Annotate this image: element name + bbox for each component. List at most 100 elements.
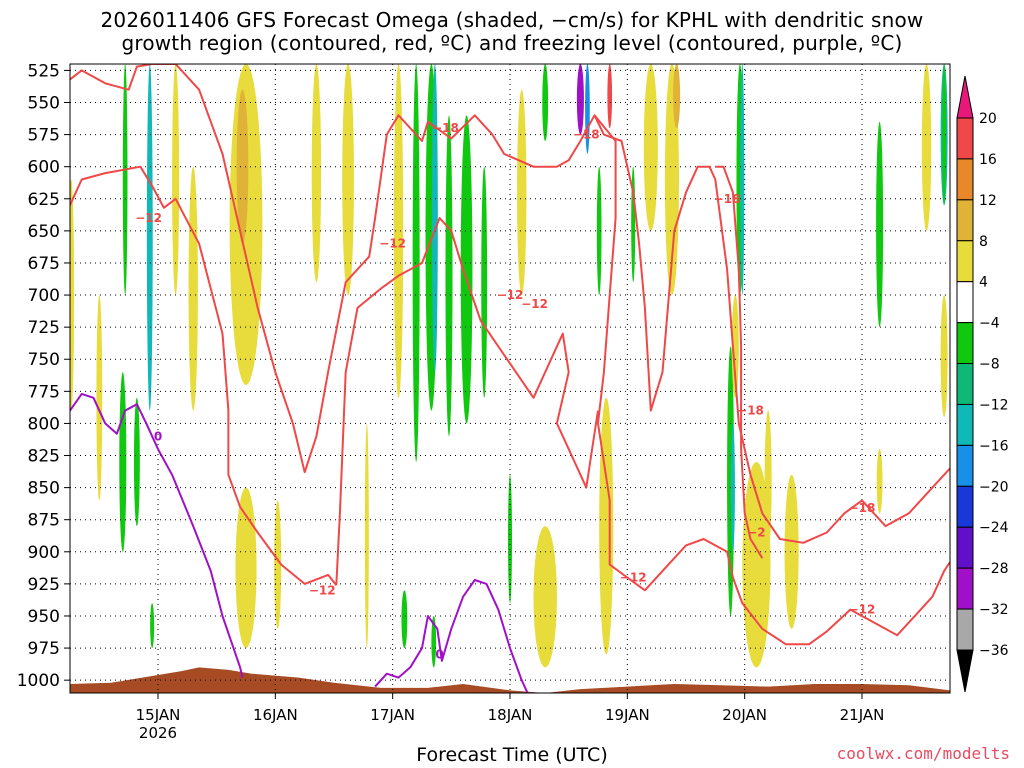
x-tick-label-18: 18JAN <box>488 706 533 724</box>
omega-shade-41 <box>740 64 745 296</box>
contour-label-6: −12 <box>849 603 876 617</box>
omega-shade-21 <box>460 115 473 424</box>
x-axis-title: Forecast Time (UTC) <box>416 744 608 766</box>
contour-label-13: 0 <box>154 429 162 443</box>
contour-line-5 <box>70 392 244 678</box>
colorbar-bin-7 <box>956 403 974 446</box>
colorbar-bin-6 <box>956 363 974 405</box>
omega-shade-46 <box>876 121 884 328</box>
colorbar-label-6: −8 <box>979 357 1000 373</box>
omega-shade-29 <box>576 64 584 135</box>
colorbar-label-5: −4 <box>979 316 1000 332</box>
contour-label-14: 0 <box>435 647 443 661</box>
x-tick-label-15: 15JAN <box>136 706 181 724</box>
colorbar-bin-0 <box>956 117 974 160</box>
colorbar-bin-8 <box>956 444 974 487</box>
colorbar-label-0: 20 <box>979 111 997 127</box>
plot-area: −12−12−12−12−12−12−12−18 −18−18−18−18−200 <box>70 64 950 693</box>
omega-shade-13 <box>311 64 322 283</box>
terrain-fill <box>70 667 950 693</box>
omega-shade-20 <box>445 115 453 437</box>
colorbar-label-10: −24 <box>979 520 1009 536</box>
y-tick-label-575: 575 <box>28 126 60 146</box>
y-tick-label-950: 950 <box>28 607 60 627</box>
y-tick-label-975: 975 <box>28 639 60 659</box>
omega-shade-3 <box>122 64 128 296</box>
omega-shade-0 <box>70 179 75 411</box>
colorbar-bin-5 <box>956 322 974 365</box>
x-tick-label-19: 19JAN <box>605 706 650 724</box>
y-tick-label-625: 625 <box>28 190 60 210</box>
y-tick-label-775: 775 <box>28 382 60 402</box>
omega-shade-8 <box>188 166 198 411</box>
x-tick-label-16: 16JAN <box>253 706 298 724</box>
contour-label-1: −12 <box>309 583 336 597</box>
omega-shade-25 <box>508 474 512 604</box>
omega-shade-4 <box>133 397 140 527</box>
colorbar-label-13: −36 <box>979 643 1009 659</box>
colorbar-bottom-arrow <box>956 649 974 693</box>
omega-shade-37 <box>673 64 681 129</box>
omega-shade-10 <box>236 89 249 244</box>
y-tick-label-600: 600 <box>28 158 60 178</box>
omega-shade-17 <box>412 64 420 462</box>
chart-title-line-1: 2026011406 GFS Forecast Omega (shaded, −… <box>100 8 924 32</box>
colorbar-label-4: 4 <box>979 275 988 291</box>
colorbar-label-9: −20 <box>979 479 1009 495</box>
y-tick-label-650: 650 <box>28 222 60 242</box>
y-tick-label-800: 800 <box>28 414 60 434</box>
omega-shade-2 <box>119 372 127 552</box>
colorbar-label-3: 8 <box>979 234 988 250</box>
omega-shade-47 <box>876 449 883 514</box>
chart-title-line-2: growth region (contoured, red, ºC) and f… <box>121 31 903 55</box>
omega-shade-28 <box>533 526 557 668</box>
colorbar-label-1: 16 <box>979 152 997 168</box>
y-tick-label-700: 700 <box>28 286 60 306</box>
y-tick-label-850: 850 <box>28 479 60 499</box>
contour-label-5: −12 <box>620 570 647 584</box>
omega-shade-12 <box>274 500 282 629</box>
contour-label-10: −18 <box>737 404 764 418</box>
y-tick-label-875: 875 <box>28 511 60 531</box>
omega-shade-50 <box>942 64 947 206</box>
colorbar-label-11: −28 <box>979 561 1009 577</box>
contour-label-0: −12 <box>135 211 162 225</box>
colorbar-bin-1 <box>956 158 974 201</box>
colorbar-bin-4 <box>956 281 974 324</box>
y-tick-label-750: 750 <box>28 350 60 370</box>
omega-shade-16 <box>393 64 404 398</box>
y-tick-label-525: 525 <box>28 61 60 81</box>
contour-label-7: −18 <box>432 121 459 135</box>
x-tick-label-17: 17JAN <box>370 706 415 724</box>
omega-shade-15 <box>364 423 369 649</box>
y-tick-label-925: 925 <box>28 575 60 595</box>
omega-shade-5 <box>146 64 153 411</box>
omega-shade-19 <box>431 64 438 373</box>
omega-shade-24 <box>481 166 488 398</box>
omega-shade-33 <box>599 397 614 655</box>
omega-shade-32 <box>607 64 613 129</box>
colorbar-label-12: −32 <box>979 602 1009 618</box>
colorbar-top-arrow <box>956 75 974 119</box>
y-tick-label-725: 725 <box>28 318 60 338</box>
contour-label-2: −12 <box>379 237 406 251</box>
source-credit[interactable]: coolwx.com/modelts <box>836 744 1010 763</box>
omega-shade-6 <box>150 603 155 649</box>
contour-label-9: −18 <box>714 192 741 206</box>
colorbar-bin-3 <box>956 240 974 283</box>
contour-line-1 <box>70 64 950 544</box>
omega-shade-22 <box>401 590 408 649</box>
omega-shade-14 <box>342 64 354 296</box>
omega-shade-11 <box>235 487 257 649</box>
omega-shade-51 <box>940 295 948 418</box>
omega-shade-45 <box>764 410 772 552</box>
y-tick-label-825: 825 <box>28 447 60 467</box>
y-tick-label-900: 900 <box>28 543 60 563</box>
omega-shade-26 <box>517 89 527 296</box>
colorbar-label-7: −12 <box>979 397 1009 413</box>
contour-line-4 <box>715 165 764 559</box>
omega-shade-7 <box>172 64 180 296</box>
y-tick-label-550: 550 <box>28 94 60 114</box>
omega-shade-35 <box>643 64 658 231</box>
colorbar-bin-9 <box>956 485 974 528</box>
